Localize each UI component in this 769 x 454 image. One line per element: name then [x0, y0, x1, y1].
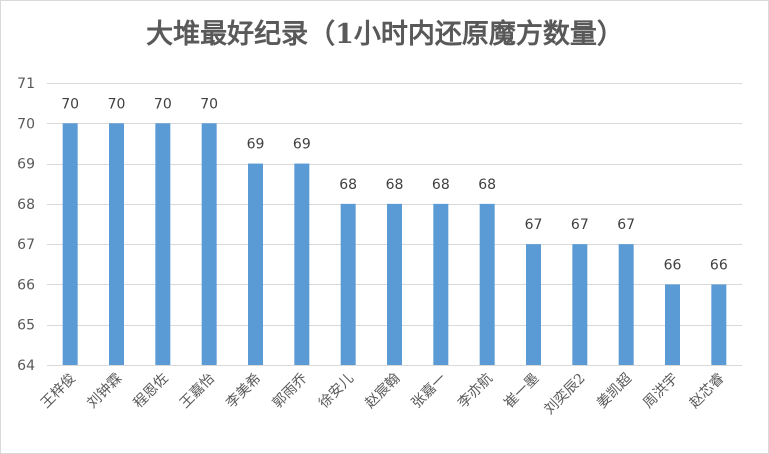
data-label: 66 [710, 257, 728, 273]
bars [62, 123, 727, 366]
y-tick-label: 65 [17, 318, 35, 334]
category-label: 姜凯超 [594, 371, 635, 412]
category-label: 李亦航 [455, 371, 496, 412]
bar [526, 244, 541, 365]
bar [294, 163, 310, 365]
bar [201, 123, 217, 366]
category-label: 李美希 [223, 371, 264, 412]
bar [387, 203, 402, 365]
y-tick-label: 69 [17, 157, 35, 173]
y-tick-label: 64 [17, 358, 35, 374]
bar [479, 203, 495, 365]
data-labels: 70 70 70 70 69 69 68 68 68 68 67 67 67 66 66 [61, 96, 728, 273]
category-label: 王嘉怡 [177, 371, 218, 412]
data-label: 68 [432, 177, 450, 193]
y-axis-ticks: 64 65 66 67 68 69 70 71 [17, 76, 35, 374]
category-label: 刘奕辰2 [541, 371, 588, 418]
data-label: 70 [108, 96, 126, 112]
category-label: 程恩佐 [131, 371, 172, 412]
data-label: 70 [61, 96, 79, 112]
bar [248, 163, 263, 365]
chart-title: 大堆最好纪录（1小时内还原魔方数量） [146, 18, 624, 50]
data-label: 66 [664, 257, 682, 273]
bar [155, 123, 171, 366]
bar [665, 284, 680, 365]
category-label: 崔一墨 [501, 371, 542, 412]
category-label: 张嘉一 [409, 371, 450, 412]
x-axis-labels: 王梓俊 刘钟霖 程恩佐 王嘉怡 李美希 郭雨乔 徐安儿 赵宸翰 张嘉一 李亦航 崔一墨 刘奕辰2 姜凯超… [38, 370, 728, 418]
data-label: 68 [339, 177, 357, 193]
category-label: 王梓俊 [38, 371, 79, 412]
data-label: 70 [154, 96, 172, 112]
y-tick-label: 67 [17, 237, 35, 253]
data-label: 69 [293, 137, 311, 153]
data-label: 67 [525, 217, 543, 233]
category-label: 周洪宇 [640, 371, 681, 412]
data-label: 70 [200, 96, 218, 112]
category-label: 徐安儿 [316, 371, 357, 412]
y-tick-label: 66 [17, 277, 35, 293]
y-tick-label: 68 [17, 197, 35, 213]
y-tick-label: 70 [17, 116, 35, 132]
bar [433, 203, 449, 365]
data-label: 67 [571, 217, 589, 233]
category-label: 刘钟霖 [84, 370, 126, 412]
bar [62, 123, 78, 366]
category-label: 赵宸翰 [362, 370, 404, 412]
bar [340, 203, 356, 365]
category-label: 赵芯睿 [687, 371, 728, 412]
data-label: 69 [247, 137, 265, 153]
data-label: 67 [617, 217, 635, 233]
bar [618, 244, 634, 365]
y-tick-label: 71 [17, 76, 35, 92]
bar [572, 244, 588, 365]
category-label: 郭雨乔 [269, 370, 311, 412]
data-label: 68 [386, 177, 404, 193]
data-label: 68 [478, 177, 496, 193]
bar [109, 123, 124, 366]
bar [711, 284, 727, 365]
